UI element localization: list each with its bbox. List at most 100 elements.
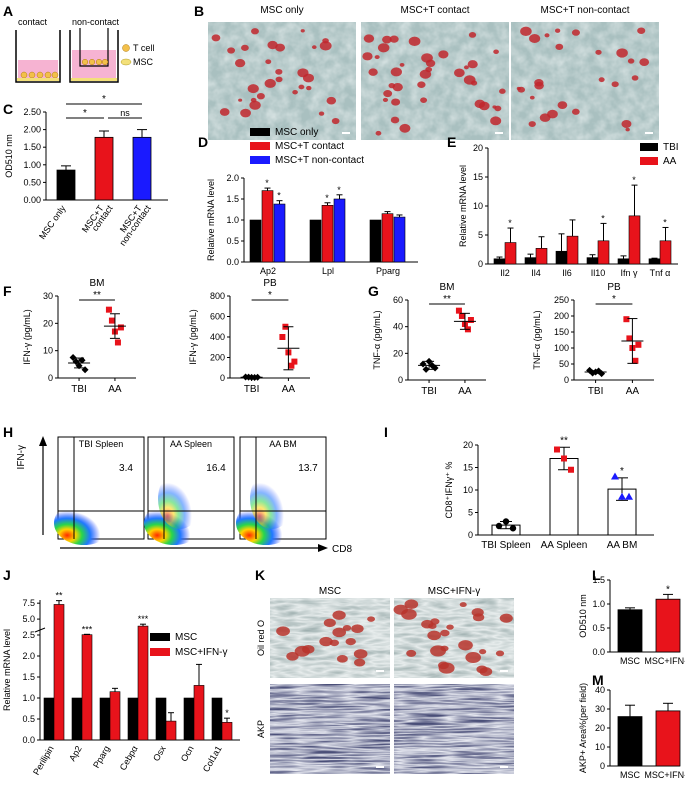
lipid-droplet — [329, 639, 340, 647]
lipid-droplet — [430, 645, 447, 657]
micrograph-texture — [208, 22, 356, 140]
lipid-droplet — [621, 120, 632, 128]
y-tick-label: 40 — [393, 322, 403, 332]
flow-quadrant-value: 3.4 — [119, 463, 133, 474]
panel-e-label: E — [447, 134, 456, 150]
flow-density — [250, 469, 294, 529]
y-tick-label: 0.0 — [22, 735, 35, 745]
lipid-droplet — [555, 43, 564, 50]
lipid-droplet — [319, 41, 332, 51]
bar — [369, 219, 382, 263]
bar — [493, 258, 506, 265]
y-axis-label: OD510 nm — [578, 594, 588, 638]
legend-msc: MSC — [120, 57, 154, 67]
bar — [504, 242, 517, 265]
lipid-droplet — [219, 108, 230, 116]
y-tick-label: 0 — [48, 373, 53, 383]
micrograph-b-3 — [511, 22, 659, 140]
sig-label: * — [277, 191, 281, 201]
micrograph-b-2 — [361, 22, 509, 140]
y-tick-label: 0.5 — [226, 236, 239, 246]
data-point — [495, 522, 503, 530]
y-tick-label: 600 — [210, 312, 225, 322]
y-tick-label: 20 — [43, 318, 53, 328]
bar — [655, 598, 681, 653]
bar — [94, 136, 114, 201]
data-point — [625, 492, 633, 500]
lipid-droplet — [554, 28, 561, 33]
lipid-droplet — [490, 116, 502, 126]
bar — [53, 604, 65, 741]
flow-ylabel: IFN-γ — [16, 445, 27, 469]
lipid-droplet — [404, 599, 419, 609]
bar — [99, 697, 111, 741]
lipid-droplet — [326, 96, 337, 105]
legend-swatch — [250, 142, 270, 150]
y-tick-label: 2.0 — [226, 173, 239, 183]
akp-micrograph-2 — [394, 684, 514, 774]
lipid-droplet — [493, 49, 499, 55]
lipid-droplet — [453, 68, 465, 78]
row-label: Oil red O — [256, 620, 266, 656]
lipid-droplet — [547, 109, 558, 119]
lipid-droplet — [267, 40, 278, 50]
panel-c-label: C — [3, 101, 13, 117]
y-tick-label: 20 — [393, 348, 403, 358]
micrograph-title: MSC only — [260, 5, 303, 16]
x-tick-label: Ocn — [179, 744, 196, 763]
x-tick-label: MSC — [620, 770, 641, 780]
lipid-droplet — [611, 81, 619, 88]
lipid-droplet — [534, 81, 544, 90]
lipid-droplet — [406, 649, 417, 657]
lipid-droplet — [465, 652, 481, 663]
lipid-droplet — [419, 69, 432, 79]
lipid-droplet — [420, 97, 428, 103]
chart-title: PB — [607, 282, 621, 293]
y-tick-label: 100 — [554, 343, 569, 353]
panel-l-label: L — [592, 567, 601, 583]
x-tick-label: AA Spleen — [541, 540, 588, 551]
flow-axis-arrows: IFN-γ CD8 — [16, 436, 352, 555]
sig-label: * — [325, 193, 329, 203]
lipid-droplet — [250, 97, 257, 103]
y-axis-label: IFN-γ (pg/mL) — [188, 309, 198, 365]
lipid-droplet — [499, 88, 506, 94]
y-tick-label: 0 — [468, 530, 473, 540]
y-tick-label: 1.00 — [23, 160, 41, 170]
lipid-droplet — [625, 127, 630, 132]
panel-i-label: I — [384, 424, 388, 440]
lipid-droplet — [302, 644, 315, 654]
x-tick-label: TBI — [421, 386, 437, 397]
legend-swatch — [640, 157, 658, 165]
chart-title: BM — [90, 278, 105, 289]
micrograph-title: MSC+T contact — [400, 5, 469, 16]
sig-label: * — [225, 708, 229, 718]
lipid-droplet — [479, 649, 487, 655]
data-point — [108, 317, 115, 324]
y-tick-label: 10 — [43, 346, 53, 356]
data-point — [623, 316, 630, 323]
lipid-droplet — [375, 130, 382, 136]
legend-label: MSC+T non-contact — [275, 155, 364, 166]
data-point — [509, 525, 517, 532]
lipid-droplet — [389, 35, 399, 43]
lipid-droplet — [417, 81, 426, 89]
panel-f-label: F — [3, 283, 12, 299]
x-tick-label: Il4 — [531, 268, 541, 278]
legend-tcell: T cell — [122, 43, 154, 53]
y-tick-label: 800 — [210, 291, 225, 301]
lipid-droplet — [256, 92, 265, 100]
y-tick-label: 10 — [463, 485, 473, 495]
legend-label: MSC+T contact — [275, 141, 344, 152]
y-axis-label: OD510 nm — [4, 134, 14, 178]
lipid-droplet — [332, 610, 346, 620]
bar — [211, 697, 223, 741]
lipid-droplet — [336, 655, 348, 663]
lipid-droplet — [627, 58, 635, 64]
lipid-droplet — [377, 43, 390, 53]
lipid-droplet — [468, 31, 477, 38]
bar — [71, 697, 83, 741]
lipid-droplet — [298, 84, 305, 90]
lipid-droplet — [354, 658, 366, 667]
